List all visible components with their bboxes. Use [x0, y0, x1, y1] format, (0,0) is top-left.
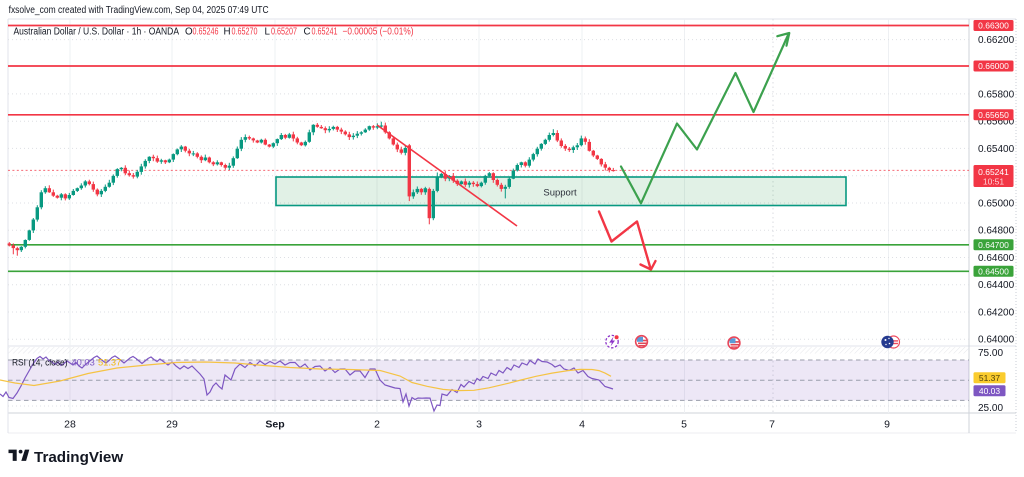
- svg-text:−0.00005 (−0.01%): −0.00005 (−0.01%): [343, 27, 414, 38]
- svg-text:0.66000: 0.66000: [978, 61, 1009, 71]
- svg-text:0.64800: 0.64800: [978, 226, 1015, 237]
- svg-text:40.03: 40.03: [979, 386, 1001, 396]
- svg-text:0.64000: 0.64000: [978, 335, 1015, 346]
- svg-text:fxsolve_com created with Tradi: fxsolve_com created with TradingView.com…: [9, 5, 269, 16]
- svg-text:10:51: 10:51: [983, 177, 1005, 187]
- svg-text:0.64200: 0.64200: [978, 308, 1015, 319]
- svg-text:25.00: 25.00: [978, 403, 1003, 414]
- svg-text:0.65270: 0.65270: [232, 27, 258, 38]
- svg-text:51.37: 51.37: [98, 358, 121, 368]
- svg-text:RSI (14, close): RSI (14, close): [12, 358, 68, 368]
- svg-text:C: C: [304, 27, 311, 38]
- svg-text:3: 3: [476, 419, 482, 431]
- svg-text:0.65246: 0.65246: [193, 27, 219, 38]
- svg-text:40.03: 40.03: [72, 358, 95, 368]
- svg-text:28: 28: [64, 419, 76, 431]
- svg-text:0.65000: 0.65000: [978, 199, 1015, 210]
- svg-text:0.66300: 0.66300: [978, 21, 1009, 31]
- svg-text:Sep: Sep: [265, 419, 284, 431]
- svg-text:0.64500: 0.64500: [978, 267, 1009, 277]
- svg-text:0.64400: 0.64400: [978, 280, 1015, 291]
- svg-text:Australian Dollar / U.S. Dolla: Australian Dollar / U.S. Dollar · 1h · O…: [14, 27, 180, 38]
- svg-text:2: 2: [374, 419, 380, 431]
- svg-text:O: O: [185, 27, 193, 38]
- svg-text:0.65241: 0.65241: [312, 27, 338, 38]
- svg-text:0.65400: 0.65400: [978, 144, 1015, 155]
- svg-text:4: 4: [579, 419, 585, 431]
- svg-text:75.00: 75.00: [978, 348, 1003, 359]
- svg-text:0.65650: 0.65650: [978, 110, 1009, 120]
- svg-text:0.65207: 0.65207: [271, 27, 297, 38]
- svg-text:0.65241: 0.65241: [978, 167, 1009, 177]
- svg-text:9: 9: [884, 419, 890, 431]
- svg-text:0.66200: 0.66200: [978, 35, 1015, 46]
- svg-text:0.65600: 0.65600: [978, 117, 1015, 128]
- svg-text:0.64700: 0.64700: [978, 240, 1009, 250]
- svg-text:5: 5: [681, 419, 687, 431]
- svg-text:TradingView: TradingView: [34, 449, 123, 466]
- svg-text:51.37: 51.37: [979, 373, 1001, 383]
- svg-text:29: 29: [166, 419, 178, 431]
- svg-text:0.65800: 0.65800: [978, 89, 1015, 100]
- svg-text:0.64600: 0.64600: [978, 253, 1015, 264]
- svg-text:L: L: [265, 27, 271, 38]
- svg-text:Support: Support: [543, 188, 577, 199]
- svg-text:H: H: [224, 27, 231, 38]
- svg-text:7: 7: [769, 419, 775, 431]
